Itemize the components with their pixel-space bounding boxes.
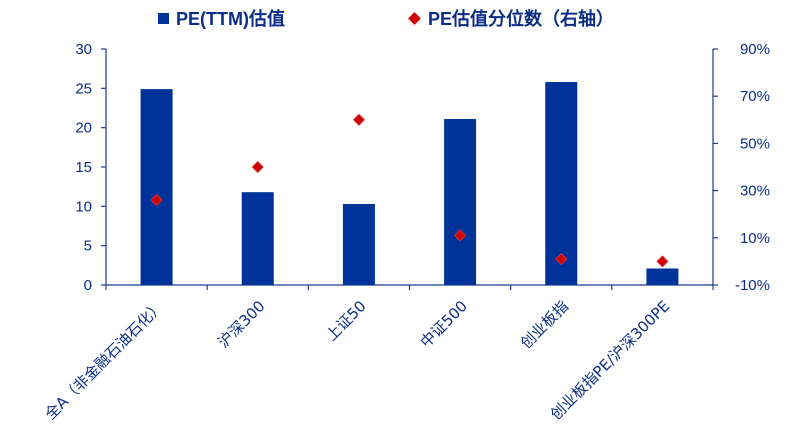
bar (140, 89, 173, 286)
category-label: 全A（非金融石油石化） (41, 297, 167, 423)
legend: PE(TTM)估值 PE估值分位数（右轴） (158, 8, 614, 29)
legend-swatch-diamond (408, 12, 421, 25)
percentile-marker (555, 252, 568, 266)
y-left-tick-label: 15 (75, 159, 92, 176)
y-left-tick-label: 30 (75, 41, 92, 58)
legend-swatch-bar (158, 13, 169, 24)
percentile-marker (656, 255, 669, 268)
bar (545, 82, 578, 285)
legend-item-percentile: PE估值分位数（右轴） (408, 8, 614, 29)
y-right-tick-label: 10% (740, 230, 770, 247)
axes: 0 5 10 15 20 25 30 -10% 10% 30% 50% 70% 90% (75, 41, 770, 294)
category-labels: 全A（非金融石油石化） 沪深300 上证50 中证500 创业板指创业板指PE/沪深30… (41, 297, 673, 423)
markers (150, 113, 669, 268)
legend-label-pe-ttm: PE(TTM)估值 (176, 8, 285, 29)
legend-item-pe-ttm: PE(TTM)估值 (158, 8, 285, 29)
bar (646, 268, 679, 285)
y-right-tick-label: -10% (735, 277, 770, 294)
category-label: 中证500 (417, 297, 471, 351)
category-label: 创业板指 (517, 297, 572, 352)
y-left-tick-label: 10 (75, 198, 92, 215)
category-label: 上证50 (322, 297, 369, 344)
percentile-marker (454, 229, 467, 242)
y-right-tick-label: 70% (740, 88, 770, 105)
y-left-tick-label: 20 (75, 120, 92, 137)
legend-label-percentile: PE估值分位数（右轴） (428, 8, 614, 29)
percentile-marker (352, 113, 365, 126)
bar (241, 192, 274, 285)
y-right-tick-label: 90% (740, 41, 770, 58)
category-label: 沪深300 (214, 297, 268, 351)
y-left-tick-label: 0 (84, 277, 92, 294)
bars (140, 82, 679, 286)
bar (444, 119, 477, 285)
percentile-marker (150, 193, 163, 207)
y-right-tick-label: 30% (740, 183, 770, 200)
bar (342, 203, 375, 285)
percentile-marker (251, 160, 264, 174)
y-right-tick-label: 50% (740, 135, 770, 152)
y-left-tick-label: 25 (75, 80, 92, 97)
y-left-tick-label: 5 (84, 238, 92, 255)
